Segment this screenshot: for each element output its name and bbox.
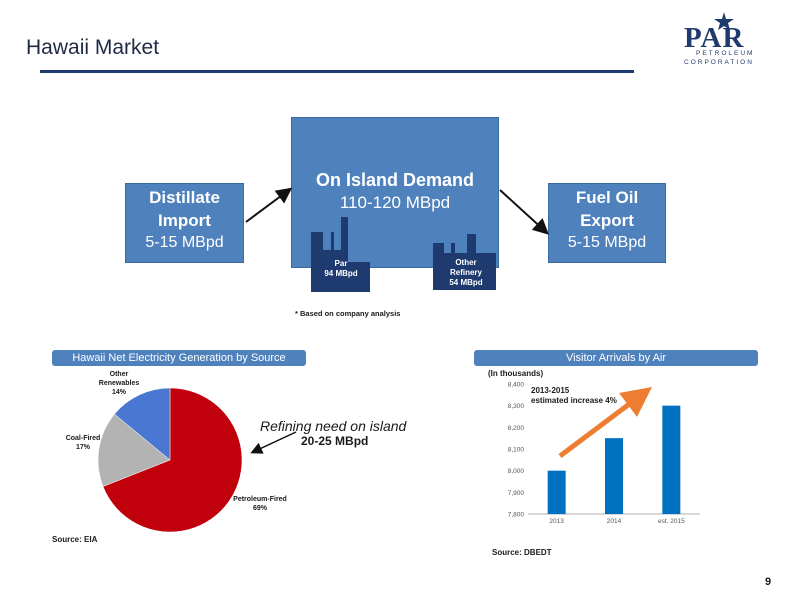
y-tick-label: 7,900	[508, 490, 525, 497]
visitor-bar-chart: 7,800 7,900 8,000 8,100 8,200 8,300 8,400 2013 2…	[508, 382, 700, 525]
import-arrow	[245, 187, 293, 223]
pie-label-coal: Coal-Fired 17%	[58, 434, 108, 452]
pie-slice-petroleum-fired	[102, 387, 243, 533]
logo-star-icon	[714, 12, 734, 30]
bar-2014	[605, 438, 623, 514]
analysis-note: * Based on company analysis	[295, 309, 401, 318]
y-tick-label: 7,800	[508, 512, 525, 519]
bar-annotation-line2: estimated increase 4%	[531, 396, 617, 405]
logo: PAR	[684, 22, 745, 54]
export-value: 5-15 MBpd	[567, 234, 647, 251]
x-tick-label: est. 2015	[658, 518, 685, 525]
refining-need-value: 20-25 MBpd	[301, 434, 369, 448]
pie-label-petroleum-name: Petroleum-Fired	[233, 496, 287, 503]
distillate-import-box	[125, 183, 244, 263]
export-label-line2: Export	[580, 211, 634, 230]
pie-label-other-line1: Other	[109, 371, 129, 378]
other-refinery-icon	[433, 234, 496, 290]
trend-arrow	[558, 387, 652, 458]
par-refinery-icon	[311, 217, 370, 292]
export-label-line1: Fuel Oil	[575, 188, 639, 207]
other-refinery-label-2: Refinery	[449, 268, 482, 277]
demand-title: On Island Demand	[315, 170, 475, 190]
y-tick-label: 8,200	[508, 425, 525, 432]
pie-label-coal-pct: 17%	[75, 444, 90, 451]
electricity-chart-title: Hawaii Net Electricity Generation by Sou…	[52, 350, 306, 366]
logo-subtitle-petroleum: PETROLEUM	[696, 50, 755, 57]
demand-value: 110-120 MBpd	[339, 193, 451, 212]
bar-est-2015	[662, 405, 681, 514]
par-label: Par	[334, 259, 348, 268]
y-tick-label: 8,000	[508, 468, 525, 475]
electricity-pie-chart	[97, 387, 243, 533]
par-value: 94 MBpd	[324, 269, 358, 278]
pie-label-petroleum-pct: 69%	[252, 505, 267, 512]
refining-need-label: Refining need on island	[260, 418, 407, 434]
export-arrow	[499, 189, 549, 235]
import-label-line1: Distillate	[149, 188, 220, 207]
page-number: 9	[765, 576, 772, 588]
bar-annotation-line1: 2013-2015	[531, 386, 570, 395]
bar-2013	[547, 470, 566, 514]
source-dbedt: Source: DBEDT	[492, 548, 552, 557]
y-tick-label: 8,300	[508, 403, 525, 410]
flow-graphics	[245, 187, 549, 292]
pie-slice-other-renewables	[114, 387, 171, 461]
logo-subtitle-corporation: CORPORATION	[684, 59, 754, 66]
y-tick-label: 8,100	[508, 447, 525, 454]
other-refinery-label-1: Other	[455, 258, 477, 267]
fuel-oil-export-box	[548, 183, 666, 263]
source-eia: Source: EIA	[52, 535, 98, 544]
pie-label-coal-name: Coal-Fired	[65, 435, 101, 442]
pie-label-other-renewables: Other Renewables 14%	[94, 370, 144, 397]
x-tick-label: 2013	[549, 518, 564, 525]
other-refinery-value: 54 MBpd	[449, 278, 483, 287]
import-label-line2: Import	[158, 211, 211, 230]
bar-unit-label: (In thousands)	[488, 369, 544, 378]
x-tick-label: 2014	[607, 518, 622, 525]
pie-label-other-line2: Renewables	[98, 380, 140, 387]
page-title: Hawaii Market	[26, 36, 160, 59]
pie-label-other-pct: 14%	[111, 389, 126, 396]
y-tick-label: 8,400	[508, 382, 525, 389]
pie-slice-coal-fired	[97, 413, 171, 487]
refining-arrow	[250, 431, 297, 454]
title-underline	[40, 70, 634, 73]
import-value: 5-15 MBpd	[145, 234, 224, 251]
visitor-chart-title: Visitor Arrivals by Air	[474, 350, 758, 366]
pie-label-petroleum: Petroleum-Fired 69%	[230, 495, 290, 513]
